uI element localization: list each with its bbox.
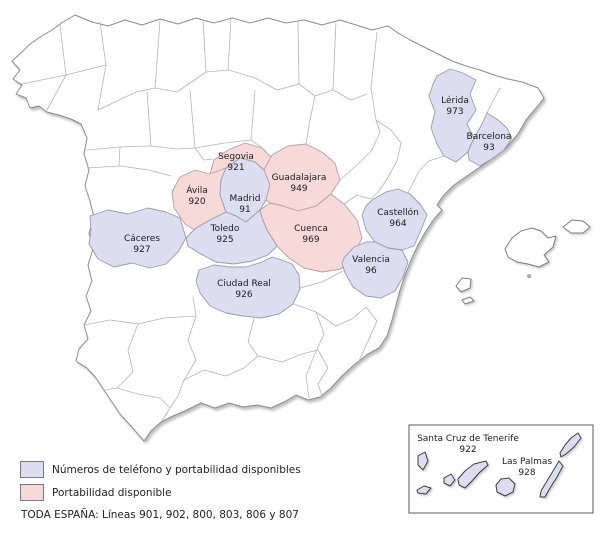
province-valencia <box>341 241 409 299</box>
province-prefix: 973 <box>446 107 464 117</box>
province-ciudad-real <box>195 256 301 319</box>
formentera-island <box>461 296 475 305</box>
province-prefix: 91 <box>239 205 251 215</box>
el-hierro-island <box>416 485 432 495</box>
canary-inset <box>408 424 594 514</box>
highlighted-provinces <box>88 68 513 319</box>
province-prefix: 927 <box>133 245 151 255</box>
label-toledo: Toledo 925 <box>211 224 240 246</box>
province-prefix: 964 <box>389 219 407 229</box>
province-name: Cáceres <box>123 234 161 244</box>
province-prefix: 93 <box>483 143 495 153</box>
province-prefix: 969 <box>302 235 320 245</box>
la-palma-island <box>417 451 429 471</box>
label-segovia: Segovia 921 <box>218 152 254 174</box>
menorca-island <box>562 219 591 234</box>
province-prefix: 921 <box>227 163 245 173</box>
province-name: Ciudad Real <box>217 279 271 289</box>
mallorca-island <box>504 227 557 268</box>
province-name: Guadalajara <box>271 173 327 183</box>
label-avila: Ávila 920 <box>186 186 207 208</box>
province-barcelona <box>467 112 513 167</box>
label-lerida: Lérida 973 <box>441 96 469 118</box>
la-gomera-island <box>443 473 456 487</box>
province-name: Segovia <box>218 152 254 162</box>
label-caceres: Cáceres 927 <box>124 234 160 256</box>
cabrera-island <box>527 274 531 278</box>
lanzarote-island <box>559 432 582 458</box>
legend-swatch-portability <box>20 484 44 501</box>
province-borders <box>21 18 501 422</box>
province-prefix: 96 <box>365 266 377 276</box>
legend-footnote: TODA ESPAÑA: Líneas 901, 902, 800, 803, … <box>21 509 299 521</box>
province-name: Valencia <box>352 255 390 265</box>
label-castellon: Castellón 964 <box>377 208 419 230</box>
label-madrid: Madrid 91 <box>230 194 261 216</box>
province-name: Cuenca <box>294 224 328 234</box>
balearic-islands <box>455 219 591 305</box>
legend: Números de teléfono y portabilidad dispo… <box>20 461 301 501</box>
province-name: Lérida <box>441 96 469 106</box>
legend-item-available: Números de teléfono y portabilidad dispo… <box>20 461 301 478</box>
ibiza-island <box>455 277 472 293</box>
province-toledo <box>185 209 278 265</box>
province-name: Santa Cruz de Tenerife <box>417 434 519 444</box>
label-valencia: Valencia 96 <box>352 255 390 277</box>
legend-label-available: Números de teléfono y portabilidad dispo… <box>52 463 301 476</box>
label-las-palmas: Las Palmas 928 <box>502 457 552 479</box>
province-name: Castellón <box>377 208 419 218</box>
legend-swatch-available <box>20 461 44 478</box>
fuerteventura-island <box>539 460 564 498</box>
label-ciudad-real: Ciudad Real 926 <box>217 279 271 301</box>
province-name: Las Palmas <box>501 457 553 467</box>
province-name: Madrid <box>229 194 261 204</box>
gran-canaria-island <box>495 477 516 497</box>
province-prefix: 949 <box>290 184 308 194</box>
label-santa-cruz-de-tenerife: Santa Cruz de Tenerife 922 <box>417 434 519 456</box>
province-name: Toledo <box>210 224 240 234</box>
legend-item-portability: Portabilidad disponible <box>20 484 301 501</box>
legend-label-portability: Portabilidad disponible <box>52 486 172 499</box>
tenerife-island <box>457 460 489 489</box>
label-guadalajara: Guadalajara 949 <box>272 173 327 195</box>
label-barcelona: Barcelona 93 <box>467 132 512 154</box>
province-castellon <box>361 188 428 251</box>
province-prefix: 928 <box>518 468 536 478</box>
province-prefix: 926 <box>235 290 253 300</box>
province-prefix: 925 <box>216 235 234 245</box>
province-name: Barcelona <box>466 132 512 142</box>
label-cuenca: Cuenca 969 <box>294 224 328 246</box>
province-prefix: 920 <box>188 197 206 207</box>
province-name: Ávila <box>186 186 208 196</box>
province-prefix: 922 <box>459 445 477 455</box>
canary-inset-box <box>408 424 594 514</box>
province-caceres <box>88 207 187 269</box>
